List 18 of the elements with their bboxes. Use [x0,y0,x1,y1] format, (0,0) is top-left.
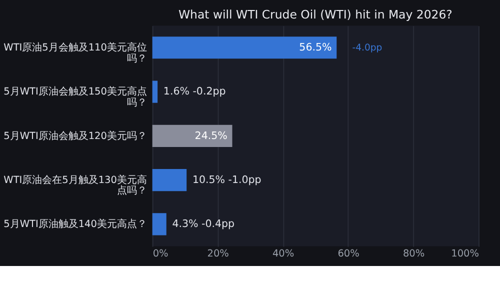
data-label: 4.3% -0.4pp [172,218,235,230]
data-label: 10.5% -1.0pp [192,174,262,186]
data-label: 24.5% [194,130,228,142]
x-tick-label: 0% [152,248,168,260]
data-label: 56.5% [299,42,332,54]
y-tick-label: 5月WTI原油会触及150美元高点吗？ [4,86,147,108]
y-tick-label: WTI原油5月会触及110美元高位吗？ [4,42,147,64]
chart-title: What will WTI Crude Oil (WTI) hit in May 2026? [178,8,452,22]
x-tick-label: 100% [451,248,480,260]
data-label: 1.6% -0.2pp [163,86,226,98]
x-tick-label: 20% [207,248,229,260]
y-tick-label: WTI原油会在5月触及130美元高点吗？ [4,174,147,197]
x-tick-label: 40% [272,248,294,260]
annotation: -4.0pp [352,42,382,54]
x-tick-label: 80% [402,248,425,260]
y-tick-label: 5月WTI原油会触及120美元吗？ [4,130,147,142]
y-tick-label: 5月WTI原油触及140美元高点？ [4,218,147,230]
x-tick-label: 60% [338,248,360,260]
